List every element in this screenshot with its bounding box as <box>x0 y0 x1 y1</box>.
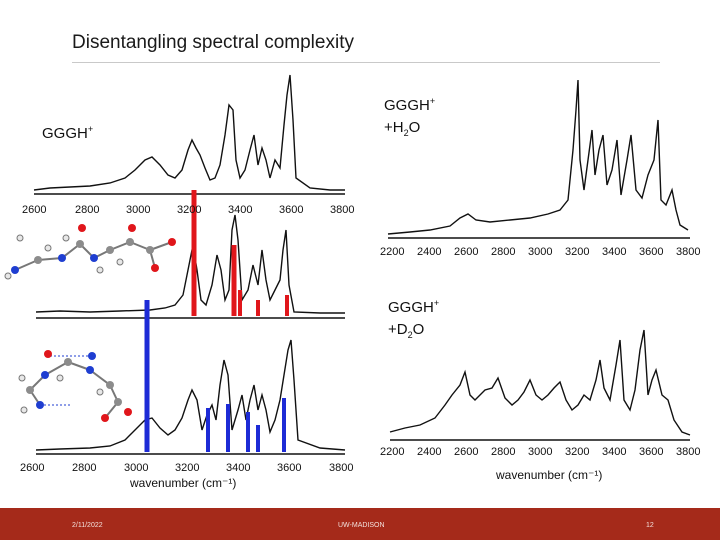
trace-blue-experiment <box>35 339 346 451</box>
panel-d2o <box>389 329 691 441</box>
trace-red-experiment <box>35 214 345 314</box>
tick-label: 3400 <box>228 204 253 216</box>
tick-label: 3400 <box>226 462 251 474</box>
tick-label: 3800 <box>676 246 701 258</box>
footer-date: 2/11/2022 <box>72 522 103 529</box>
tick-label: 3000 <box>528 246 553 258</box>
tick-label: 2600 <box>454 246 479 258</box>
panel-red-sticks <box>35 190 345 319</box>
tick-label: 3200 <box>565 446 590 458</box>
slide-title: Disentangling spectral complexity <box>72 32 354 53</box>
trace-h2o <box>387 79 689 235</box>
tick-label: 3200 <box>565 246 590 258</box>
molecule-structure-folded <box>18 350 132 422</box>
tick-label: 2600 <box>20 462 45 474</box>
tick-label: 2600 <box>22 204 47 216</box>
footer-page-number: 12 <box>646 522 654 529</box>
trace-gggh <box>33 74 345 191</box>
tick-label: 2400 <box>417 446 442 458</box>
tick-label: 2200 <box>380 246 405 258</box>
tick-label: 2600 <box>454 446 479 458</box>
tick-label: 3400 <box>602 446 627 458</box>
tick-label: 3600 <box>279 204 304 216</box>
x-axis-title-right: wavenumber (cm⁻¹) <box>496 468 603 482</box>
title-divider <box>72 62 660 63</box>
label-gggh: GGGH+ <box>42 124 94 142</box>
tick-label: 3000 <box>126 204 151 216</box>
tick-label: 2800 <box>72 462 97 474</box>
x-axis-title-left: wavenumber (cm⁻¹) <box>130 476 237 490</box>
panel-gggh-experiment <box>33 74 345 195</box>
footer-org: UW-MADISON <box>338 522 385 529</box>
slide-footer: 2/11/2022 UW-MADISON 12 <box>0 508 720 540</box>
tick-label: 3000 <box>124 462 149 474</box>
panel-blue-sticks <box>35 300 346 455</box>
tick-label: 3800 <box>330 204 355 216</box>
tick-label: 2800 <box>491 246 516 258</box>
tick-label: 3800 <box>676 446 701 458</box>
tick-label: 3000 <box>528 446 553 458</box>
tick-label: 3200 <box>177 204 202 216</box>
molecule-structure-linear <box>4 224 176 280</box>
panel-h2o <box>387 79 690 239</box>
tick-label: 3600 <box>639 246 664 258</box>
tick-label: 2800 <box>491 446 516 458</box>
tick-label: 3600 <box>277 462 302 474</box>
tick-label: 2800 <box>75 204 100 216</box>
tick-label: 3600 <box>639 446 664 458</box>
trace-d2o <box>389 329 691 436</box>
label-gggh-h2o: GGGH+ +H2O <box>384 96 436 138</box>
tick-label: 3200 <box>175 462 200 474</box>
tick-label: 3800 <box>329 462 354 474</box>
label-gggh-d2o: GGGH+ +D2O <box>388 298 440 340</box>
tick-label: 2200 <box>380 446 405 458</box>
tick-label: 3400 <box>602 246 627 258</box>
tick-label: 2400 <box>417 246 442 258</box>
